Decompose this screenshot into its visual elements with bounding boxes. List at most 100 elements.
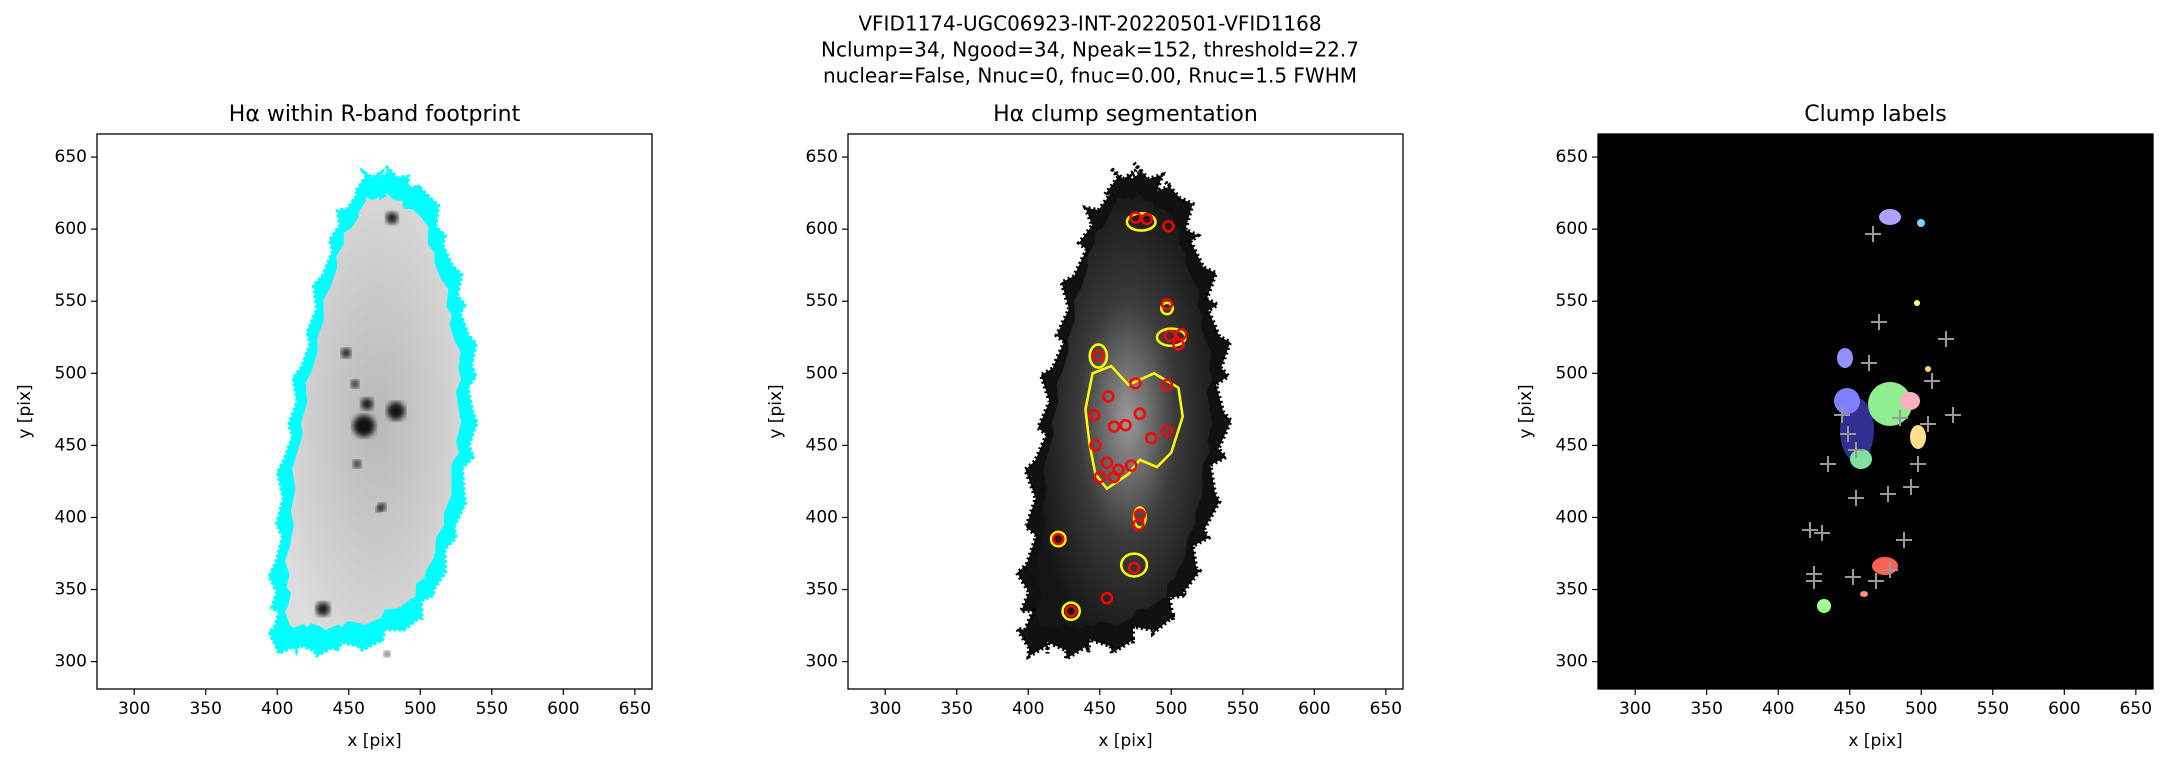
x-tick-label: 300 [869,699,901,719]
peak-marker [1920,416,1936,432]
contour [1049,530,1067,548]
y-tick-label: 400 [55,507,87,527]
halpha-spot [351,380,359,388]
clump [1834,388,1860,414]
x-tick-label: 650 [619,699,651,719]
x-axis-label: x [pix] [1098,731,1152,751]
peak-circle [1087,408,1101,422]
axes-frame [96,133,653,690]
peak-circle [1064,604,1078,618]
peak-circle [1132,518,1145,531]
halpha-spot [384,651,390,657]
clump [1860,591,1868,597]
peak-marker [1848,442,1864,458]
peak-marker [1892,410,1908,426]
peak-circle [1160,378,1174,392]
x-tick-label: 350 [189,699,221,719]
peak-marker [1861,355,1877,371]
clump [1850,449,1872,469]
peak-marker [1814,525,1830,541]
y-tick-label: 350 [55,580,87,600]
clump [1817,599,1831,613]
panel-title: Clump labels [1804,102,1946,127]
clump [1925,366,1931,372]
peak-marker [1820,456,1836,472]
panel-title: Hα within R-band footprint [229,102,521,127]
x-tick-label: 500 [1155,699,1187,719]
galaxy-body [285,192,462,631]
peak-circle [1107,420,1121,433]
x-tick-label: 450 [1084,699,1116,719]
y-tick-label: 350 [1556,580,1588,600]
peak-circle [1140,212,1154,226]
halpha-spot [387,402,405,420]
peak-circle [1163,329,1177,343]
contour [1160,301,1174,316]
peak-marker [1896,532,1912,548]
peak-marker [1880,486,1896,502]
peak-marker [1848,490,1864,506]
peak-circle [1124,459,1138,472]
clump [1914,300,1920,306]
peak-marker [1903,479,1919,495]
x-tick-label: 400 [1012,699,1044,719]
y-tick-label: 600 [1556,219,1588,239]
peak-circle [1112,463,1125,477]
contour [1084,364,1184,491]
peak-circle [1129,377,1142,390]
y-tick-label: 500 [55,363,87,383]
y-tick-label: 550 [806,291,838,311]
image-panel [1598,134,2153,689]
panel-title: Hα clump segmentation [993,102,1258,127]
y-tick-label: 500 [806,363,838,383]
x-tick-label: 500 [404,699,436,719]
y-axis-label: y [pix] [1516,384,1536,438]
x-tick-label: 400 [261,699,293,719]
halpha-spot [353,415,375,437]
x-tick-label: 350 [940,699,972,719]
peak-marker [1871,314,1887,330]
y-tick-label: 350 [806,580,838,600]
clump [1872,557,1898,575]
peak-marker [1802,522,1818,538]
peak-circle [1092,349,1105,363]
peak-marker [1806,573,1822,589]
x-tick-label: 550 [476,699,508,719]
y-tick-label: 300 [1556,652,1588,672]
y-tick-label: 400 [1556,507,1588,527]
x-axis-label: x [pix] [347,731,401,751]
halpha-spot [361,398,373,410]
x-tick-label: 400 [1762,699,1794,719]
peak-circle [1089,439,1102,452]
clump [1910,425,1926,449]
peak-circle [1144,431,1158,445]
peak-marker [1845,569,1861,585]
halpha-spot [353,460,361,468]
peak-marker [1840,426,1856,442]
y-tick-label: 450 [55,435,87,455]
x-axis-label: x [pix] [1848,731,1902,751]
y-tick-label: 300 [806,652,838,672]
x-tick-label: 550 [1227,699,1259,719]
x-tick-label: 600 [2048,699,2080,719]
suptitle: VFID1174-UGC06923-INT-20220501-VFID1168 [858,12,1321,36]
peak-circle [1133,407,1147,420]
y-axis-label: y [pix] [15,384,35,438]
peak-circle [1160,424,1174,438]
image-panel [1013,161,1234,663]
peak-marker [1938,331,1954,347]
image-panel [267,164,479,659]
axes-frame [1597,133,2154,690]
peak-circle [1100,591,1114,605]
y-tick-label: 650 [55,147,87,167]
y-tick-label: 600 [806,219,838,239]
halpha-spot [341,348,351,358]
y-tick-label: 550 [55,291,87,311]
y-tick-label: 600 [55,219,87,239]
y-tick-label: 500 [1556,363,1588,383]
axes-frame [847,133,1404,690]
peak-marker [1865,226,1881,242]
halpha-spot [316,602,330,616]
x-tick-label: 650 [2120,699,2152,719]
